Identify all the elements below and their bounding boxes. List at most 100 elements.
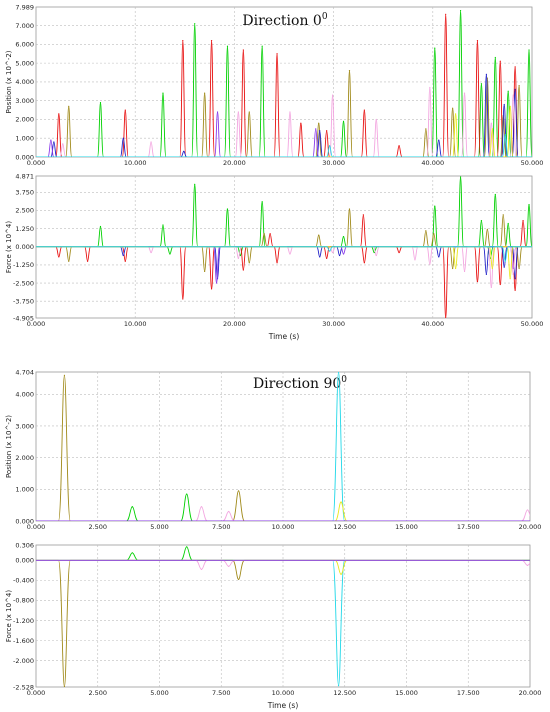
data-point — [62, 143, 64, 145]
x-tick-label: 40.000 — [421, 320, 444, 328]
data-point — [398, 145, 400, 147]
data-point — [459, 9, 462, 12]
data-point — [150, 141, 152, 143]
data-point — [99, 225, 102, 228]
data-point — [162, 92, 164, 94]
y-tick-label: 3.000 — [15, 97, 34, 105]
data-point — [504, 133, 506, 136]
x-tick-label: 15.000 — [395, 523, 418, 531]
data-point — [480, 220, 483, 222]
x-tick-label: 17.500 — [457, 689, 480, 697]
data-point — [414, 259, 416, 261]
data-point — [494, 56, 496, 59]
x-tick-label: 17.500 — [457, 523, 480, 531]
chart-panel-1: 0.000 1.000 2.000 3.000 4.000 5.000 6.000 7.000… — [5, 3, 543, 167]
data-point — [242, 269, 244, 271]
data-point — [433, 233, 435, 235]
data-point — [342, 235, 345, 238]
data-point — [239, 254, 241, 257]
data-point — [518, 85, 520, 87]
y-tick-label: 0.000 — [15, 153, 34, 161]
x-tick-label: 10.000 — [124, 159, 147, 167]
data-point — [491, 267, 493, 270]
data-point — [289, 253, 291, 255]
y-tick-label: -2.500 — [13, 279, 34, 287]
y-tick-label: -2.000 — [13, 657, 34, 665]
y-tick-label: 2.000 — [15, 116, 34, 124]
plot-area — [35, 371, 531, 522]
x-tick-label: 5.000 — [150, 523, 169, 531]
data-point — [300, 122, 302, 124]
data-point — [263, 233, 265, 235]
data-point — [228, 565, 230, 567]
data-point — [526, 509, 529, 511]
y-tick-label: -4.905 — [13, 314, 34, 322]
series-layer — [36, 546, 530, 687]
data-point — [514, 66, 516, 68]
data-point — [186, 546, 188, 548]
data-point — [226, 208, 229, 210]
y-tick-label: -0.400 — [13, 577, 34, 585]
data-point — [326, 257, 328, 259]
x-tick-label: 20.000 — [519, 689, 542, 697]
data-point — [455, 113, 457, 115]
x-tick-label: 7.500 — [212, 689, 231, 697]
data-point — [183, 150, 185, 152]
data-point — [494, 193, 496, 196]
data-point — [398, 251, 400, 254]
data-point — [53, 141, 55, 143]
plot-area — [35, 544, 531, 688]
chart-panel-3: 0.000 1.000 2.000 3.000 4.000 4.704 0.000 2.500… — [5, 368, 541, 531]
data-point — [363, 262, 365, 264]
data-point — [338, 254, 341, 257]
x-tick-label: 0.000 — [27, 689, 46, 697]
data-point — [86, 260, 89, 262]
data-point — [200, 506, 203, 508]
y-tick-label: 7.989 — [15, 3, 34, 11]
data-point — [204, 92, 206, 94]
data-point — [340, 573, 342, 575]
data-point — [485, 273, 487, 275]
x-tick-label: 0.000 — [27, 159, 46, 167]
y-tick-label: -1.600 — [13, 637, 34, 645]
data-point — [237, 490, 240, 492]
y-tick-label: 4.704 — [15, 368, 34, 376]
data-point — [261, 45, 263, 47]
data-point — [162, 224, 164, 226]
data-point — [194, 183, 196, 185]
data-point — [438, 139, 440, 141]
data-point — [486, 77, 488, 79]
y-tick-label: 4.871 — [15, 172, 34, 180]
y-tick-label: 0.000 — [15, 517, 34, 525]
data-point — [455, 267, 457, 270]
chart-panel-2: -4.905 -3.750 -2.500 -1.250 0.000 1.250 2.500 3… — [5, 172, 543, 341]
data-point — [463, 270, 466, 273]
data-point — [490, 286, 492, 289]
data-point — [122, 254, 124, 257]
data-point — [228, 510, 230, 513]
data-point — [503, 266, 505, 268]
x-tick-label: 12.500 — [333, 689, 356, 697]
data-point — [216, 111, 219, 113]
y-axis-label: Position (x 10^-2) — [5, 50, 13, 113]
data-point — [337, 372, 340, 373]
data-point — [332, 94, 334, 96]
data-point — [68, 105, 70, 107]
data-point — [269, 233, 271, 235]
data-point — [248, 111, 250, 113]
y-tick-label: 4.000 — [15, 78, 34, 86]
y-axis-label: Position (x 10^-2) — [5, 415, 13, 478]
series-line-3 — [36, 70, 532, 157]
x-tick-label: 7.500 — [212, 523, 231, 531]
x-axis-label: Time (s) — [268, 332, 300, 341]
data-point — [342, 253, 345, 255]
data-point — [476, 39, 479, 42]
data-point — [315, 128, 317, 130]
data-point — [375, 254, 377, 257]
data-point — [332, 251, 334, 254]
data-point — [194, 23, 196, 25]
data-point — [99, 101, 102, 104]
data-point — [68, 260, 70, 262]
x-tick-label: 40.000 — [421, 159, 444, 167]
data-point — [522, 220, 524, 222]
